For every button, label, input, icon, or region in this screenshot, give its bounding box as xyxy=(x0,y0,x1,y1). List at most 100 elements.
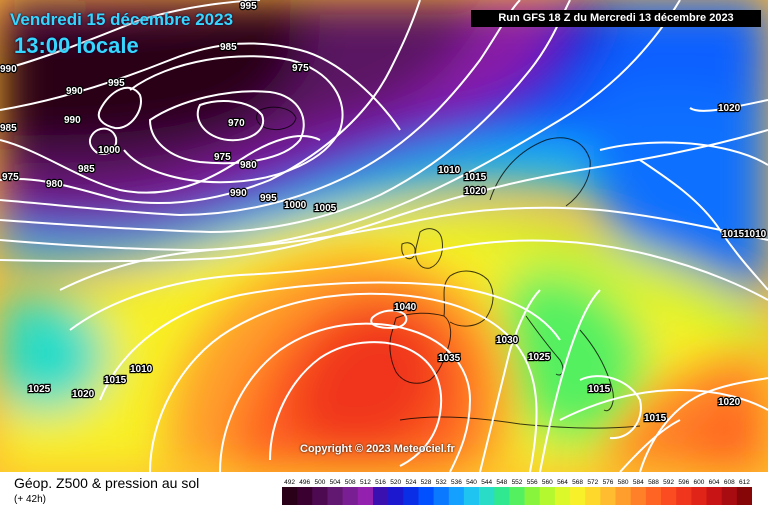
isobar-label: 1005 xyxy=(314,203,337,214)
color-scale-swatch xyxy=(357,487,374,505)
isobar-label: 1010 xyxy=(438,165,461,176)
forecast-date: Vendredi 15 décembre 2023 xyxy=(10,10,234,29)
isobar-label: 990 xyxy=(64,115,81,126)
isobar-label: 1030 xyxy=(496,335,519,346)
color-scale-tick-label: 584 xyxy=(633,479,644,486)
color-scale-swatch xyxy=(297,487,313,505)
color-scale-tick-label: 576 xyxy=(603,479,614,486)
color-scale-tick-label: 600 xyxy=(693,479,704,486)
color-scale-tick-label: 536 xyxy=(451,479,462,486)
isobar-label: 1015 xyxy=(722,229,745,240)
copyright-notice: Copyright © 2023 Meteociel.fr xyxy=(300,443,455,455)
color-scale-tick-label: 508 xyxy=(345,479,356,486)
geopotential-field xyxy=(0,0,768,472)
color-scale-tick-label: 504 xyxy=(330,479,341,486)
color-scale-tick-label: 592 xyxy=(663,479,674,486)
color-scale-swatch xyxy=(388,487,404,505)
color-scale-swatch xyxy=(494,487,510,505)
color-scale-swatch xyxy=(524,487,541,505)
color-scale-swatch xyxy=(433,487,450,505)
color-scale-tick-label: 524 xyxy=(405,479,416,486)
isobars xyxy=(0,0,768,472)
color-scale-tick-label: 492 xyxy=(284,479,295,486)
isobar-label: 1000 xyxy=(284,200,307,211)
isobar-label: 1025 xyxy=(28,384,51,395)
isobar-label: 975 xyxy=(2,172,19,183)
color-scale-swatch xyxy=(509,487,525,505)
color-scale-tick-label: 532 xyxy=(436,479,447,486)
isobar-label: 1020 xyxy=(718,397,741,408)
forecast-local-time: 13:00 locale xyxy=(14,33,139,58)
isobar-label: 1020 xyxy=(72,389,95,400)
isobar-labels: 995 985 975 990 995 990 985 970 990 1000… xyxy=(0,0,768,425)
isobar-label: 995 xyxy=(260,193,277,204)
isobar-label: 980 xyxy=(46,179,63,190)
color-scale-swatch xyxy=(342,487,359,505)
color-scale-swatch xyxy=(312,487,328,505)
isobar-label: 990 xyxy=(230,188,247,199)
isobar-label: 1025 xyxy=(528,352,551,363)
color-scale-tick-label: 516 xyxy=(375,479,386,486)
color-scale-tick-label: 604 xyxy=(709,479,720,486)
color-scale-tick-label: 588 xyxy=(648,479,659,486)
color-scale-swatch xyxy=(479,487,495,505)
isobar-label: 980 xyxy=(240,160,257,171)
color-scale-tick-label: 512 xyxy=(360,479,371,486)
color-scale-tick-label: 520 xyxy=(390,479,401,486)
color-scale-swatch xyxy=(403,487,419,505)
isobar-label: 1010 xyxy=(744,229,767,240)
isobar-label: 1015 xyxy=(104,375,127,386)
color-scale-swatch xyxy=(539,487,556,505)
isobar-label: 1015 xyxy=(588,384,611,395)
color-scale-tick-label: 556 xyxy=(527,479,538,486)
isobar-label: 1015 xyxy=(644,413,667,424)
color-scale: 492 496 500 504 508 512 516 520 524 528 532 536 540 5… xyxy=(282,479,752,505)
color-scale-tick-label: 572 xyxy=(587,479,598,486)
color-scale-swatch xyxy=(554,487,571,505)
legend-bar: Géop. Z500 & pression au sol (+ 42h) 492… xyxy=(0,472,768,512)
color-scale-swatch xyxy=(691,487,707,505)
color-scale-swatch xyxy=(630,487,647,505)
forecast-map: 995 985 975 990 995 990 985 970 990 1000… xyxy=(0,0,768,472)
color-scale-tick-label: 544 xyxy=(481,479,492,486)
color-scale-swatch xyxy=(282,487,298,505)
color-scale-swatch xyxy=(615,487,631,505)
coastlines xyxy=(256,106,641,429)
color-scale-tick-label: 552 xyxy=(512,479,523,486)
isobar-label: 1015 xyxy=(464,172,487,183)
color-scale-tick-label: 612 xyxy=(739,479,750,486)
isobar-label: 975 xyxy=(214,152,231,163)
color-scale-tick-label: 540 xyxy=(466,479,477,486)
color-scale-tick-label: 568 xyxy=(572,479,583,486)
color-scale-tick-label: 564 xyxy=(557,479,568,486)
isobar-label: 1000 xyxy=(98,145,121,156)
color-scale-tick-label: 548 xyxy=(496,479,507,486)
color-scale-tick-label: 528 xyxy=(421,479,432,486)
color-scale-swatch xyxy=(600,487,616,505)
isobar-label: 1040 xyxy=(394,302,417,313)
color-scale-swatch xyxy=(327,487,343,505)
isobar-label: 985 xyxy=(0,123,17,134)
color-scale-swatch xyxy=(463,487,480,505)
isobar-label: 1010 xyxy=(130,364,153,375)
isobar-label: 970 xyxy=(228,118,245,129)
legend-forecast-range: (+ 42h) xyxy=(14,494,46,505)
isobar-label: 1035 xyxy=(438,353,461,364)
color-scale-tick-label: 500 xyxy=(314,479,325,486)
color-scale-swatch xyxy=(585,487,601,505)
isobar-label: 1020 xyxy=(464,186,487,197)
isobar-label: 1020 xyxy=(718,103,741,114)
color-scale-swatch xyxy=(676,487,692,505)
legend-title: Géop. Z500 & pression au sol xyxy=(14,475,200,491)
isobar-label: 995 xyxy=(240,1,257,12)
color-scale-tick-label: 560 xyxy=(542,479,553,486)
color-scale-tick-label: 496 xyxy=(299,479,310,486)
isobar-label: 990 xyxy=(0,64,17,75)
isobar-label: 975 xyxy=(292,63,309,74)
color-scale-tick-label: 608 xyxy=(724,479,735,486)
color-scale-swatch xyxy=(570,487,586,505)
color-scale-swatch xyxy=(721,487,738,505)
color-scale-swatch xyxy=(645,487,662,505)
color-scale-tick-label: 580 xyxy=(618,479,629,486)
